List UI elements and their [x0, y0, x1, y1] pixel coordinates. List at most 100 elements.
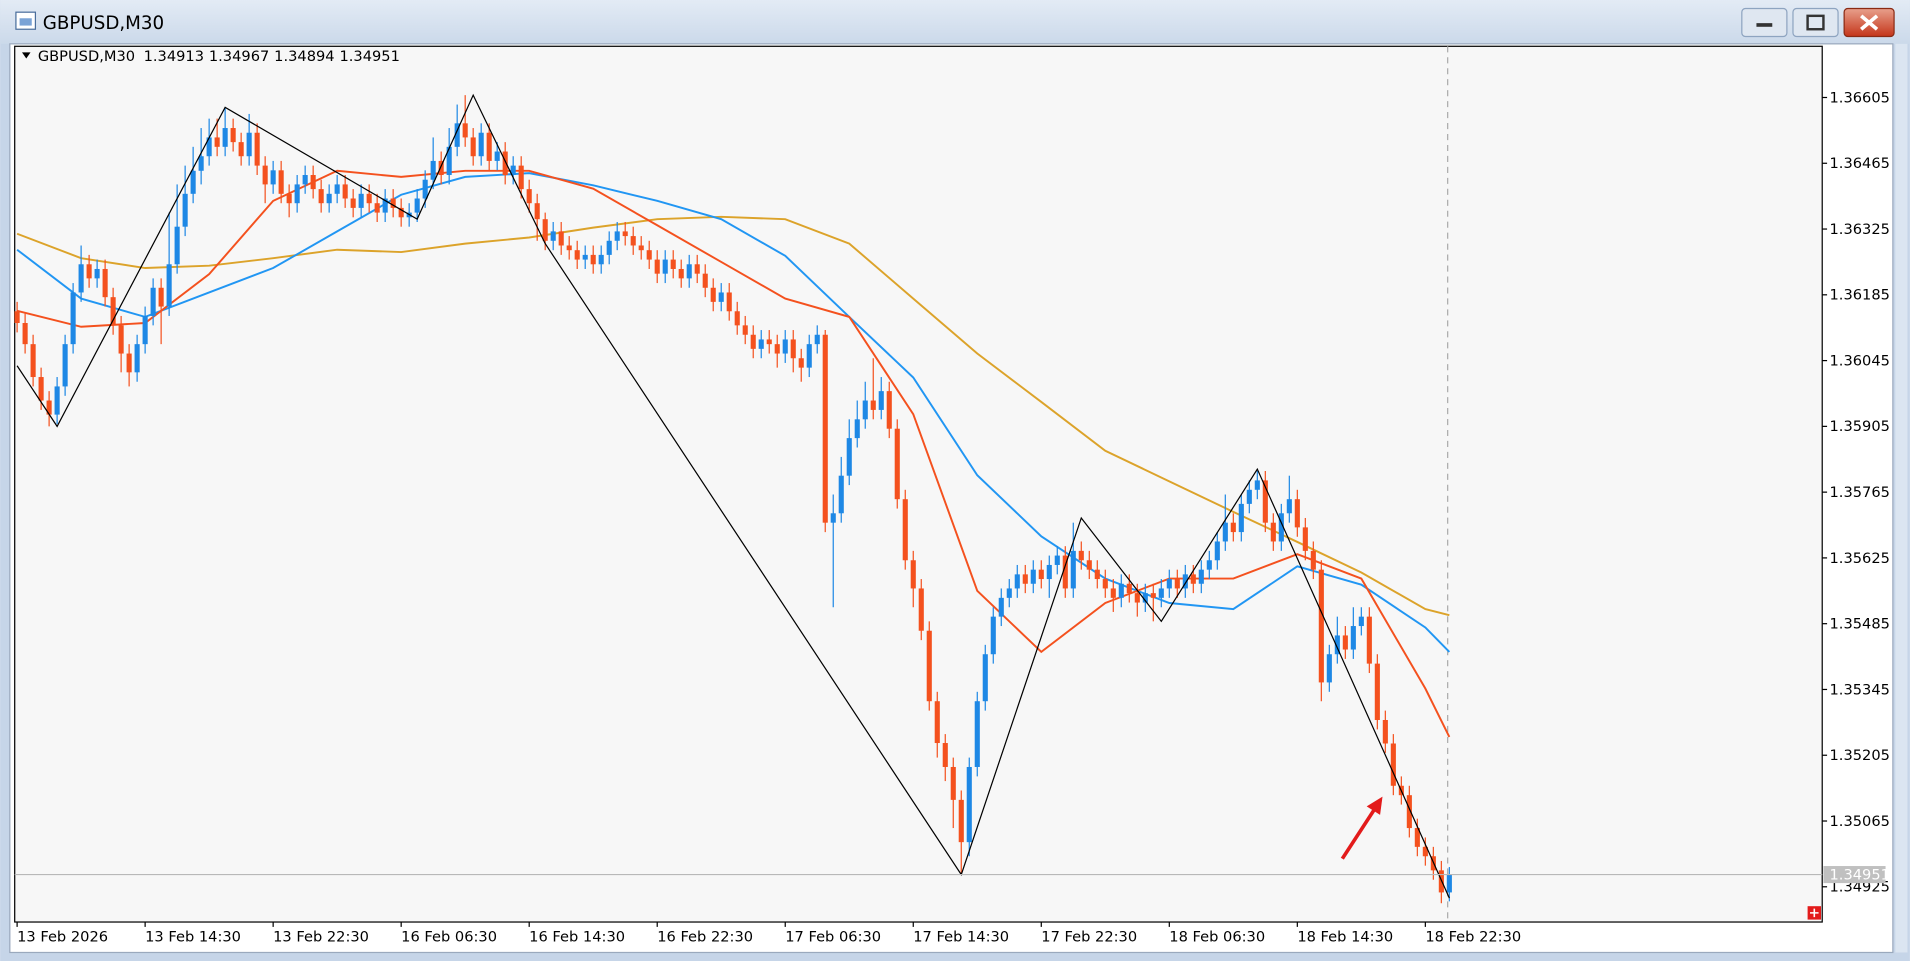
candle-body	[1006, 588, 1012, 598]
candle-body	[1254, 480, 1260, 490]
candle-body	[46, 400, 52, 415]
candle-body	[870, 400, 876, 410]
candle-body	[110, 297, 116, 326]
candle-body	[286, 193, 292, 204]
candle-body	[1142, 593, 1148, 603]
candle-body	[446, 146, 452, 176]
candle-body	[246, 132, 252, 157]
candle-body	[134, 344, 140, 373]
candle-body	[1286, 499, 1292, 514]
candle-body	[54, 386, 60, 415]
candle-body	[206, 137, 212, 157]
candle-body	[1270, 522, 1276, 542]
candle-body	[1158, 588, 1164, 598]
candle-body	[334, 184, 340, 194]
candle-body	[1030, 569, 1036, 584]
close-value: 1.34951	[339, 48, 399, 65]
candle-body	[614, 231, 620, 241]
candle-body	[1174, 579, 1180, 589]
candle-body	[262, 165, 268, 185]
candle-body	[382, 198, 388, 213]
candle-body	[1134, 593, 1140, 603]
low-value: 1.34894	[274, 48, 334, 65]
candle-body	[1070, 550, 1076, 589]
candle-body	[30, 344, 36, 378]
candle-body	[358, 193, 364, 208]
y-tick-label: 1.35905	[1830, 418, 1890, 435]
candle-body	[422, 179, 428, 199]
candle-body	[630, 236, 636, 246]
candle-body	[1118, 583, 1124, 598]
candle-body	[574, 250, 580, 260]
candle-body	[1414, 828, 1420, 847]
candle-body	[1222, 522, 1228, 542]
candle-body	[718, 292, 724, 302]
restore-button[interactable]	[1792, 7, 1839, 38]
candle-body	[278, 170, 284, 194]
candle-body	[782, 339, 788, 354]
candle-body	[486, 132, 492, 161]
candle-body	[342, 184, 348, 199]
candle-body	[678, 268, 684, 279]
candle-body	[238, 142, 244, 157]
y-tick-label: 1.35625	[1830, 550, 1890, 567]
candle-body	[198, 156, 204, 171]
candle-body	[886, 391, 892, 429]
y-tick-label: 1.36465	[1830, 155, 1890, 172]
candle-body	[1294, 499, 1300, 528]
x-tick-label: 13 Feb 22:30	[273, 929, 369, 946]
moving-average	[16, 169, 1451, 738]
candle-body	[558, 231, 564, 246]
candle-body	[766, 339, 772, 345]
candle-body	[254, 132, 260, 166]
x-tick-label: 16 Feb 14:30	[529, 929, 625, 946]
candle-body	[470, 137, 476, 157]
candle-body	[742, 325, 748, 335]
candle-body	[814, 334, 820, 345]
candle-body	[1446, 874, 1452, 893]
x-tick-label: 18 Feb 14:30	[1297, 929, 1393, 946]
minimize-icon	[1756, 23, 1773, 27]
candle-body	[670, 259, 676, 269]
candle-body	[950, 766, 956, 800]
annotation-arrowhead	[1366, 796, 1383, 815]
candle-body	[438, 160, 444, 176]
candle-body	[302, 175, 308, 185]
candle-body	[1374, 663, 1380, 721]
candle-body	[190, 170, 196, 194]
candle-body	[958, 799, 964, 843]
minimize-button[interactable]	[1741, 7, 1788, 38]
candle-body	[22, 323, 28, 345]
candle-body	[910, 560, 916, 589]
candle-body	[1238, 503, 1244, 533]
candle-body	[758, 339, 764, 349]
candle-body	[1038, 569, 1044, 580]
candle-body	[318, 189, 324, 204]
candle-body	[662, 259, 668, 274]
candle-body	[942, 743, 948, 767]
price-tag	[1823, 866, 1886, 884]
alert-plus	[1810, 908, 1819, 918]
symbol: GBPUSD,M30	[38, 48, 135, 65]
candle-body	[1182, 574, 1188, 589]
candle-body	[366, 193, 372, 204]
candle-body	[166, 264, 172, 307]
candle-body	[14, 311, 20, 324]
candle-body	[822, 334, 828, 523]
candle-body	[926, 630, 932, 702]
dropdown-icon	[22, 52, 31, 59]
candle-body	[1262, 480, 1268, 523]
candle-body	[494, 151, 500, 161]
window-edge	[1895, 43, 1908, 953]
plot-area	[14, 45, 1823, 923]
candle-body	[350, 198, 356, 208]
candle-body	[686, 264, 692, 279]
candle-body	[974, 701, 980, 767]
candle-body	[990, 616, 996, 655]
candle-body	[502, 151, 508, 176]
candle-body	[118, 325, 124, 354]
candle-body	[182, 193, 188, 227]
candle-body	[862, 400, 868, 420]
candle-body	[78, 264, 84, 293]
